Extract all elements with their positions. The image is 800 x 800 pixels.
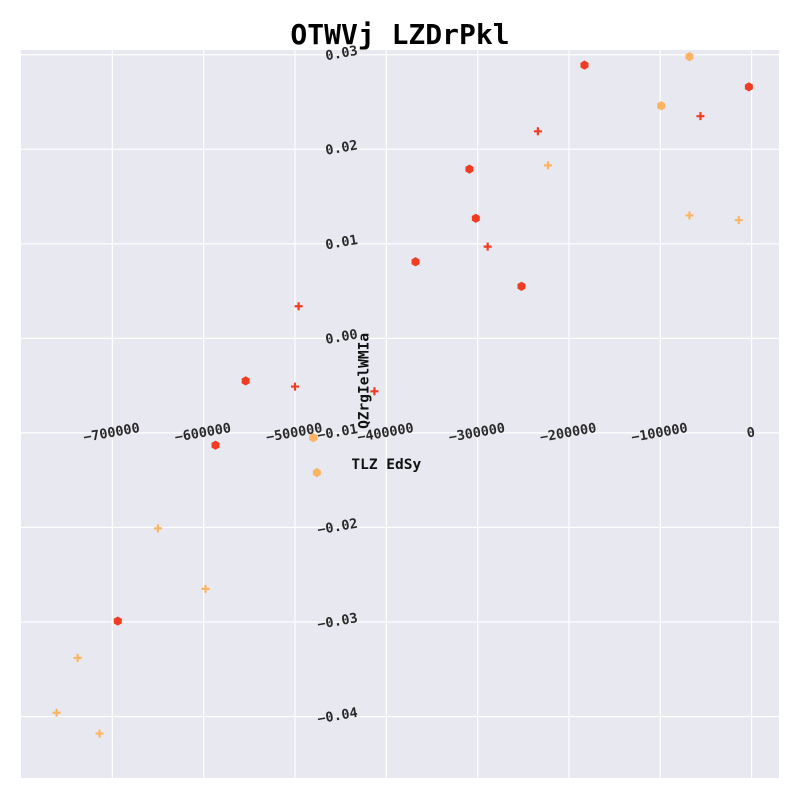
y-tick-label: 0.03 [324,43,359,64]
y-tick-label: 0.02 [324,137,359,158]
hexagon-point [517,281,526,291]
hexagon-point [309,433,318,443]
plus-point [52,708,61,717]
grid-lines [21,50,779,778]
plus-point [543,161,552,170]
hexagon-point [657,101,666,111]
plus-point [370,387,379,396]
hexagon-point [211,440,220,450]
plus-point [696,112,705,121]
y-axis-label: QZrgIelWMIa [356,333,372,429]
hexagon-point [465,164,474,174]
y-tick-label: −0.01 [316,421,359,444]
hexagon-point [580,60,589,70]
y-tick-label: −0.02 [316,516,359,539]
plus-point [294,302,303,311]
hexagon-point [471,213,480,223]
chart-title: OTWVj LZDrPkl [290,18,509,51]
hexagon-point [113,616,122,626]
plus-point [734,216,743,225]
plot-area [21,50,779,778]
plus-point [201,584,210,593]
plus-point [73,653,82,662]
y-tick-label: 0.00 [324,327,359,348]
y-tick-label: −0.04 [316,705,359,728]
hexagon-point [312,468,321,478]
y-tick-labels: −0.04 −0.03 −0.02 −0.01 0.00 0.01 0.02 0.03 [316,43,359,728]
plus-point [483,242,492,251]
hexagon-point [241,376,250,386]
hexagon-point [744,82,753,92]
plus-point [685,211,694,220]
y-tick-label: −0.03 [316,610,359,633]
hexagon-point [411,257,420,267]
plus-point [290,382,299,391]
x-axis-label: TLZ EdSy [351,457,421,473]
y-tick-label: 0.01 [324,232,359,253]
hexagon-point [685,52,694,62]
x-tick-label: 0 [746,424,757,441]
plus-point [153,524,162,533]
data-points [52,52,753,738]
plus-point [533,127,542,136]
plus-point [95,729,104,738]
